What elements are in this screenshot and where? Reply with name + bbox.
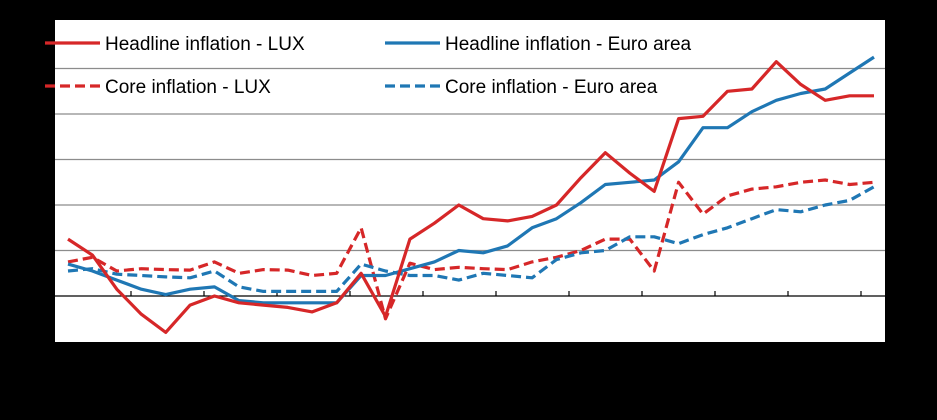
- gridlines: [55, 67, 885, 252]
- legend-item-headline-inflation-euro-area: Headline inflation - Euro area: [385, 34, 692, 55]
- legend-label: Headline inflation - Euro area: [445, 34, 692, 55]
- series-line-headline-inflation-euro-area: [67, 55, 875, 305]
- series-line-core-inflation-lux: [67, 178, 875, 321]
- legend: Headline inflation - LUX Headline inflati…: [45, 34, 692, 98]
- series-line-core-inflation-euro-area: [67, 185, 875, 293]
- series-line-headline-inflation-lux: [67, 60, 874, 334]
- legend-item-headline-inflation-lux: Headline inflation - LUX: [45, 34, 305, 55]
- legend-label: Headline inflation - LUX: [105, 34, 305, 55]
- legend-label: Core inflation - LUX: [105, 77, 271, 98]
- legend-item-core-inflation-lux: Core inflation - LUX: [45, 77, 271, 98]
- series-layer: [67, 55, 875, 334]
- legend-label: Core inflation - Euro area: [445, 77, 658, 98]
- legend-item-core-inflation-euro-area: Core inflation - Euro area: [385, 77, 658, 98]
